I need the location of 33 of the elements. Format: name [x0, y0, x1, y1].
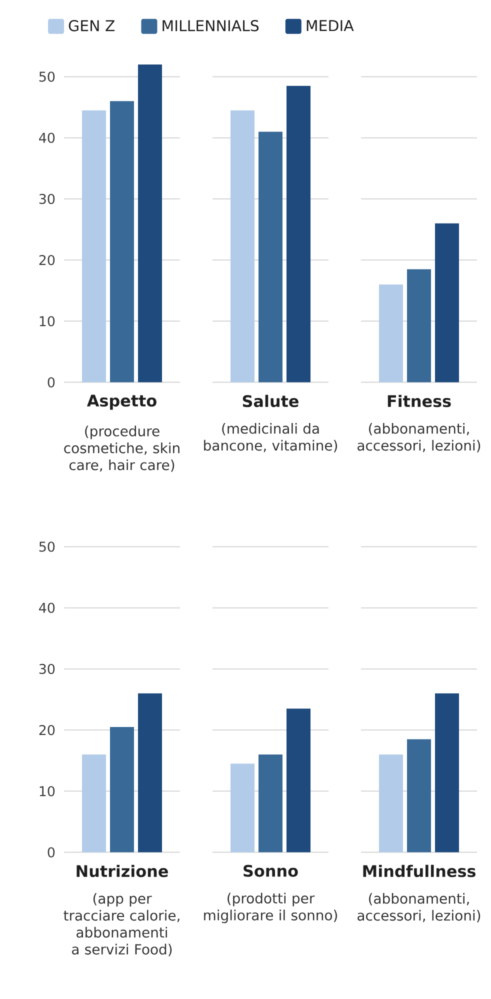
x-tick-label: Nutrizione: [76, 864, 168, 878]
x-axis-title: (prodotti per migliorare il sonno): [204, 892, 338, 924]
y-tick-label: 20: [39, 254, 55, 266]
legend-label: MILLENNIALS: [162, 20, 259, 32]
bar: [138, 693, 162, 852]
y-tick-label: 30: [39, 194, 55, 204]
y-tick-label: 0: [48, 847, 55, 858]
x-axis-title: (app per tracciare calorie, abbonamenti a servizi Food): [64, 892, 180, 956]
y-tick-label: 0: [48, 377, 55, 388]
x-axis-title: (medicinali da bancone, vitamine): [204, 422, 338, 452]
x-axis-title: (abbonamenti, accessori, lezioni): [358, 893, 480, 922]
bar: [82, 754, 106, 852]
x-tick-label: Salute: [242, 394, 298, 408]
bar: [110, 727, 134, 852]
y-tick-label: 10: [40, 316, 55, 326]
x-tick-label: Fitness: [388, 394, 451, 408]
legend-label: MEDIA: [306, 20, 354, 32]
y-tick-label: 40: [39, 132, 55, 143]
x-tick-label: Sonno: [244, 864, 298, 877]
y-tick-label: 40: [39, 602, 55, 613]
bar: [82, 110, 106, 382]
bar: [110, 101, 134, 382]
x-tick-label: Mindfullness: [363, 864, 476, 878]
x-axis-title: (procedure cosmetiche, skin care, hair care): [64, 426, 180, 472]
y-tick-label: 20: [39, 724, 55, 736]
y-tick-label: 50: [39, 72, 55, 82]
x-axis-title: (abbonamenti, accessori, lezioni): [358, 422, 480, 452]
bar: [138, 64, 162, 382]
y-tick-label: 30: [39, 664, 55, 674]
y-tick-label: 10: [40, 786, 55, 796]
legend-label: GEN Z: [68, 20, 115, 32]
y-tick-label: 50: [39, 542, 55, 552]
x-tick-label: Aspetto: [86, 394, 156, 410]
